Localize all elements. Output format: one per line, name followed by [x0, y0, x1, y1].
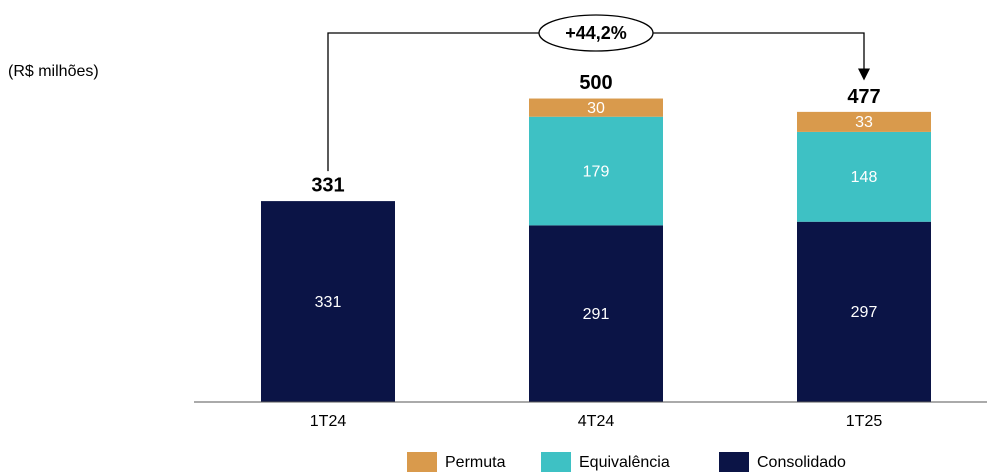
value-label: 179: [583, 163, 610, 180]
total-label: 500: [579, 72, 612, 94]
bar-segment: [797, 131, 931, 222]
value-label: 297: [851, 304, 878, 321]
value-label: 30: [587, 100, 605, 117]
legend-swatch: [407, 452, 437, 472]
x-tick-label: 4T24: [578, 413, 615, 430]
arrow-head: [858, 68, 870, 81]
chart-subtitle: (R$ milhões): [8, 63, 99, 80]
legend-label: Consolidado: [757, 454, 846, 471]
total-label: 331: [311, 174, 344, 196]
bar-segment: [529, 225, 663, 402]
x-tick-label: 1T25: [846, 413, 883, 430]
legend-swatch: [541, 452, 571, 472]
legend-label: Permuta: [445, 454, 506, 471]
value-label: 331: [315, 294, 342, 311]
value-label: 291: [583, 306, 610, 323]
legend-swatch: [719, 452, 749, 472]
annotation: +44,2%: [565, 23, 627, 43]
bar-segment: [529, 98, 663, 117]
bar-segment: [529, 116, 663, 226]
bar-segment: [797, 221, 931, 402]
total-label: 477: [847, 86, 880, 108]
legend-label: Equivalência: [579, 454, 670, 471]
annotation-bubble: [538, 14, 654, 52]
bar-segment: [797, 111, 931, 132]
value-label: 33: [855, 114, 873, 131]
value-label: 148: [851, 169, 878, 186]
bar-segment: [261, 201, 395, 402]
x-tick-label: 1T24: [310, 413, 347, 430]
